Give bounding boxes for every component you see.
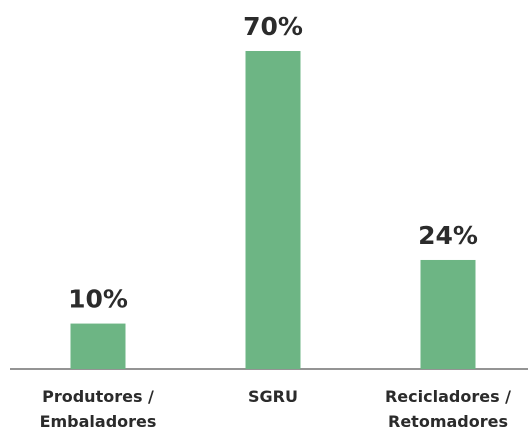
value-label: 10% (68, 285, 128, 314)
bar (420, 259, 476, 369)
category-label: Produtores / Embaladores (39, 387, 157, 431)
bar (70, 323, 126, 369)
category-label: Recicladores / Retomadores (384, 387, 512, 431)
bar (245, 50, 301, 370)
value-label: 70% (243, 12, 303, 41)
category-label: SGRU (248, 387, 298, 406)
value-label: 24% (418, 221, 478, 250)
